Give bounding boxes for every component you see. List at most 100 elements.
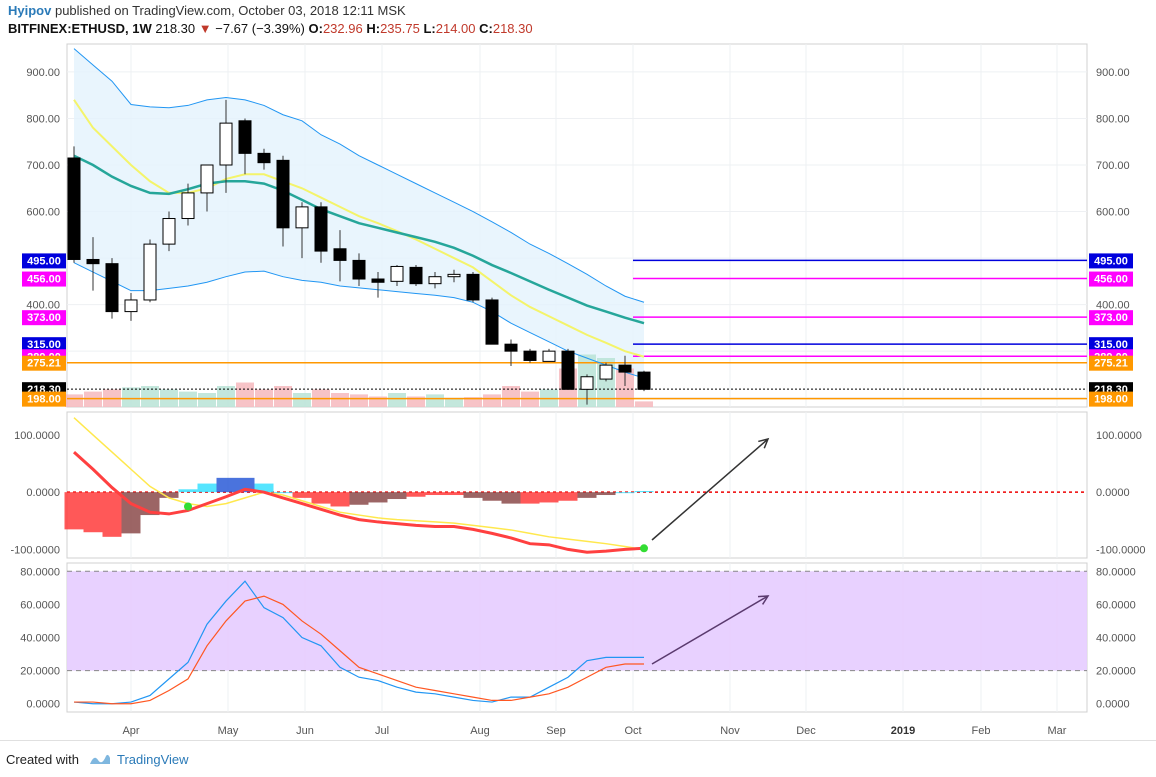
osc-y-tick-left: 100.0000 — [14, 430, 60, 442]
author-link[interactable]: Hyipov — [8, 3, 52, 18]
price-y-tick-left: 400.00 — [26, 300, 60, 312]
osc-histogram-bar — [615, 492, 635, 494]
volume-bar — [141, 386, 159, 407]
candle-body — [314, 206, 328, 252]
volume-bar — [65, 394, 83, 407]
candle-body — [257, 152, 271, 164]
level-tag-left — [22, 391, 66, 407]
candle-body — [580, 376, 594, 390]
osc-histogram-bar — [178, 489, 198, 493]
price-y-tick-left: 700.00 — [26, 160, 60, 172]
osc-histogram-bar — [254, 483, 274, 493]
last-price: 218.30 — [155, 21, 196, 36]
x-tick-label: 2019 — [891, 725, 915, 737]
level-tag-left — [22, 355, 66, 371]
level-label-right: 456.00 — [1094, 274, 1128, 286]
osc-histogram-bar — [159, 492, 179, 498]
stoch-y-tick-left: 60.0000 — [20, 599, 60, 611]
candle-body — [428, 276, 442, 285]
stoch-band — [67, 571, 1087, 671]
osc-y-tick-right: -100.0000 — [1096, 544, 1146, 556]
osc-histogram-bar — [83, 492, 103, 533]
stoch-arrow — [651, 595, 769, 665]
level-tag-right — [1089, 355, 1133, 371]
osc-histogram-bar — [444, 492, 464, 496]
low-label: L: — [423, 21, 436, 36]
x-tick-label: Jul — [375, 725, 389, 737]
level-tag-left — [22, 310, 66, 326]
stoch-y-tick-left: 40.0000 — [20, 633, 60, 645]
stoch-y-tick-right: 40.0000 — [1096, 633, 1136, 645]
volume-bar — [293, 393, 311, 407]
candle-body — [124, 299, 138, 313]
osc-y-tick-right: 0.0000 — [1096, 487, 1130, 499]
stoch-y-tick-right: 20.0000 — [1096, 666, 1136, 678]
candle-body — [181, 192, 195, 220]
x-tick-label: Dec — [796, 725, 816, 737]
osc-histogram-bar — [292, 492, 312, 498]
osc-histogram-bar — [577, 492, 597, 498]
price-y-tick-right: 400.00 — [1096, 300, 1130, 312]
osc-y-tick-left: 0.0000 — [26, 487, 60, 499]
volume-bar — [122, 387, 140, 407]
candle-body — [105, 263, 119, 313]
osc-signal-dot — [640, 544, 648, 553]
x-tick-label: Oct — [624, 725, 641, 737]
osc-y-tick-left: -100.0000 — [10, 544, 60, 556]
volume-bar — [350, 394, 368, 407]
low-value: 214.00 — [435, 21, 476, 36]
level-label-right: 373.00 — [1094, 312, 1128, 324]
stoch-y-tick-right: 0.0000 — [1096, 699, 1130, 711]
osc-histogram-bar — [387, 492, 407, 500]
chart-canvas[interactable]: Apr May Jun Jul Aug Sep Oct Nov Dec 2019 Feb Mar 900… — [0, 40, 1156, 740]
candle-body — [200, 164, 214, 194]
volume-bar — [274, 386, 292, 407]
stoch-y-tick-right: 60.0000 — [1096, 599, 1136, 611]
tradingview-link[interactable]: TradingView — [117, 752, 189, 767]
level-tag-left — [22, 271, 66, 287]
x-tick-label: Feb — [972, 725, 991, 737]
volume-bar — [502, 386, 520, 407]
x-tick-label: Nov — [720, 725, 740, 737]
candle-body — [371, 278, 385, 283]
tradingview-logo-icon — [90, 754, 110, 764]
osc-histogram-bar — [539, 492, 559, 503]
level-tag-left — [22, 253, 66, 269]
candle-body — [390, 265, 404, 282]
candle-body — [523, 350, 537, 361]
stoch-k-line — [73, 580, 644, 705]
band-fill — [74, 48, 644, 379]
level-label-left: 373.00 — [27, 312, 61, 324]
stoch-y-tick-left: 20.0000 — [20, 666, 60, 678]
stoch-y-tick-right: 80.0000 — [1096, 566, 1136, 578]
osc-histogram-bar — [501, 492, 521, 504]
osc-histogram-bar — [368, 492, 388, 503]
osc-arrow — [651, 438, 769, 541]
price-y-tick-right: 800.00 — [1096, 113, 1130, 125]
high-label: H: — [366, 21, 381, 36]
stoch-d-line — [74, 595, 644, 705]
close-label: C: — [479, 21, 493, 36]
volume-bar — [217, 386, 235, 407]
osc-histogram-bar — [406, 492, 426, 497]
candle-body — [466, 273, 480, 301]
created-with-text: Created with — [6, 752, 79, 767]
x-tick-label: Aug — [470, 725, 490, 737]
volume-bar — [483, 394, 501, 407]
level-label-right: 275.21 — [1094, 358, 1128, 370]
candle-body — [219, 122, 233, 166]
osc-histogram-bar — [273, 492, 293, 494]
price-y-tick-right: 900.00 — [1096, 67, 1130, 79]
x-tick-label: May — [218, 725, 239, 737]
volume-bar — [426, 394, 444, 407]
volume-bar — [635, 401, 653, 407]
level-tag-right — [1089, 391, 1133, 407]
osc-histogram-bar — [520, 492, 540, 504]
osc-histogram-bar — [330, 492, 350, 507]
level-label-left: 315.00 — [27, 339, 61, 351]
price-y-tick-left: 600.00 — [26, 207, 60, 219]
osc-yellow-line — [73, 417, 645, 551]
osc-histogram-bar — [102, 492, 122, 537]
osc-histogram-bar — [121, 492, 141, 534]
x-tick-label: Jun — [296, 725, 314, 737]
